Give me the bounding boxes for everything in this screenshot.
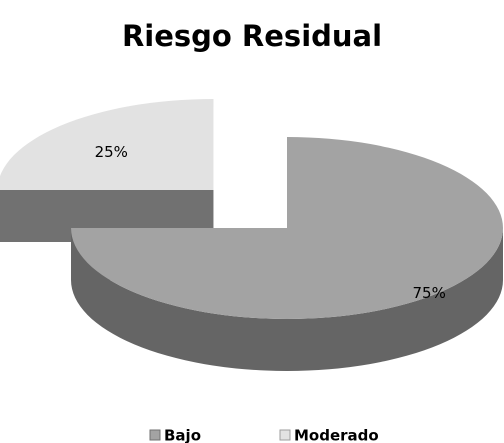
chart-title: Riesgo Residual	[122, 19, 382, 53]
slice	[0, 99, 214, 242]
value-label: 75%	[413, 284, 446, 302]
slice-side	[71, 228, 503, 371]
value-label: 25%	[95, 143, 128, 161]
legend-label: Bajo	[164, 427, 201, 443]
slice-top	[0, 99, 214, 190]
legend-swatch	[149, 429, 161, 441]
slice	[71, 137, 503, 371]
legend-label: Moderado	[294, 427, 379, 443]
slice-top	[71, 137, 503, 319]
legend-swatch	[279, 429, 291, 441]
